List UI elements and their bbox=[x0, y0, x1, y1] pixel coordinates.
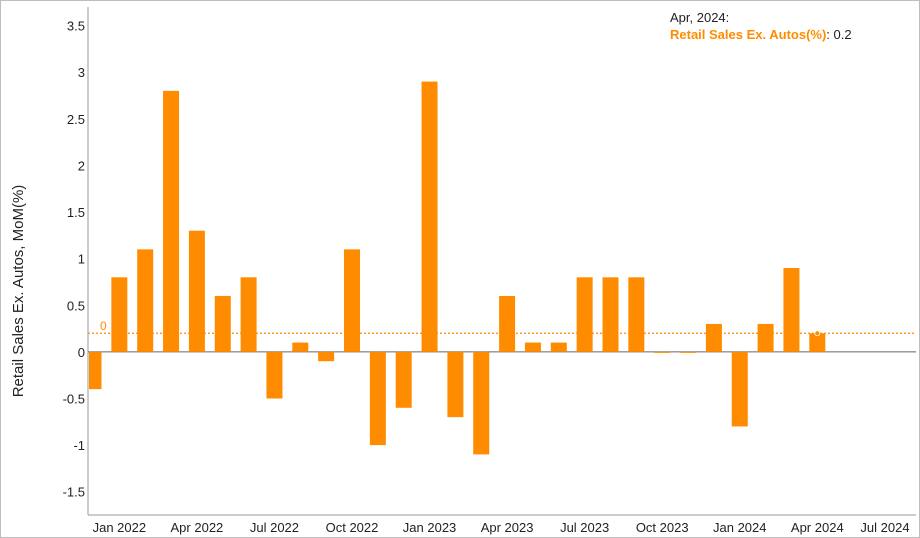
bar bbox=[809, 333, 826, 352]
bar bbox=[214, 295, 231, 352]
bar bbox=[757, 323, 774, 352]
y-tick-label: 2 bbox=[78, 158, 85, 173]
bar bbox=[89, 351, 102, 390]
y-tick-label: 2.5 bbox=[67, 112, 85, 127]
x-tick-label: Apr 2023 bbox=[481, 520, 534, 535]
bar bbox=[524, 342, 541, 352]
reference-line-label: 0 bbox=[100, 319, 107, 333]
tooltip-series-label: Retail Sales Ex. Autos(%) bbox=[670, 27, 827, 42]
bar bbox=[421, 81, 438, 352]
bar bbox=[395, 351, 412, 408]
bar bbox=[705, 323, 722, 352]
bar bbox=[163, 90, 180, 352]
bar bbox=[292, 342, 309, 352]
y-tick-label: 1 bbox=[78, 252, 85, 267]
bar bbox=[576, 277, 593, 352]
bar bbox=[344, 249, 360, 352]
x-tick-label: Jul 2022 bbox=[250, 520, 299, 535]
x-tick-label: Apr 2022 bbox=[171, 520, 224, 535]
bar bbox=[369, 351, 386, 446]
bar bbox=[188, 230, 205, 352]
tooltip: Apr, 2024: Retail Sales Ex. Autos(%): 0.… bbox=[670, 9, 852, 43]
bar bbox=[731, 351, 748, 427]
bar bbox=[111, 277, 128, 352]
bar bbox=[602, 277, 619, 352]
x-tick-label: Jul 2024 bbox=[860, 520, 909, 535]
bar bbox=[318, 351, 335, 362]
x-tick-label: Jan 2022 bbox=[93, 520, 147, 535]
bar bbox=[783, 267, 800, 352]
y-tick-label: -1 bbox=[73, 438, 85, 453]
bar bbox=[447, 351, 464, 418]
tooltip-date: Apr, 2024: bbox=[670, 10, 730, 25]
y-tick-label: 3.5 bbox=[67, 19, 85, 34]
bar bbox=[499, 295, 516, 352]
bar bbox=[240, 277, 257, 352]
x-tick-label: Jan 2024 bbox=[713, 520, 767, 535]
y-tick-label: 3 bbox=[78, 65, 85, 80]
y-tick-label: 0 bbox=[78, 345, 85, 360]
y-tick-label: -1.5 bbox=[63, 485, 85, 500]
bar bbox=[654, 351, 671, 353]
hover-marker bbox=[814, 330, 821, 337]
x-tick-label: Oct 2022 bbox=[326, 520, 379, 535]
bar bbox=[473, 351, 490, 455]
y-tick-label: 1.5 bbox=[67, 205, 85, 220]
x-tick-label: Jan 2023 bbox=[403, 520, 457, 535]
x-tick-label: Jul 2023 bbox=[560, 520, 609, 535]
tooltip-value: : 0.2 bbox=[826, 27, 852, 42]
y-tick-label: -0.5 bbox=[63, 391, 85, 406]
y-axis-title: Retail Sales Ex. Autos, MoM(%) bbox=[10, 185, 27, 398]
bar bbox=[680, 351, 697, 353]
tooltip-row: Retail Sales Ex. Autos(%): 0.2 bbox=[670, 26, 852, 43]
bar bbox=[137, 249, 154, 352]
bar bbox=[266, 351, 283, 399]
x-tick-label: Apr 2024 bbox=[791, 520, 844, 535]
y-tick-label: 0.5 bbox=[67, 298, 85, 313]
bar bbox=[628, 277, 645, 352]
bar bbox=[550, 342, 567, 352]
x-tick-label: Oct 2023 bbox=[636, 520, 689, 535]
